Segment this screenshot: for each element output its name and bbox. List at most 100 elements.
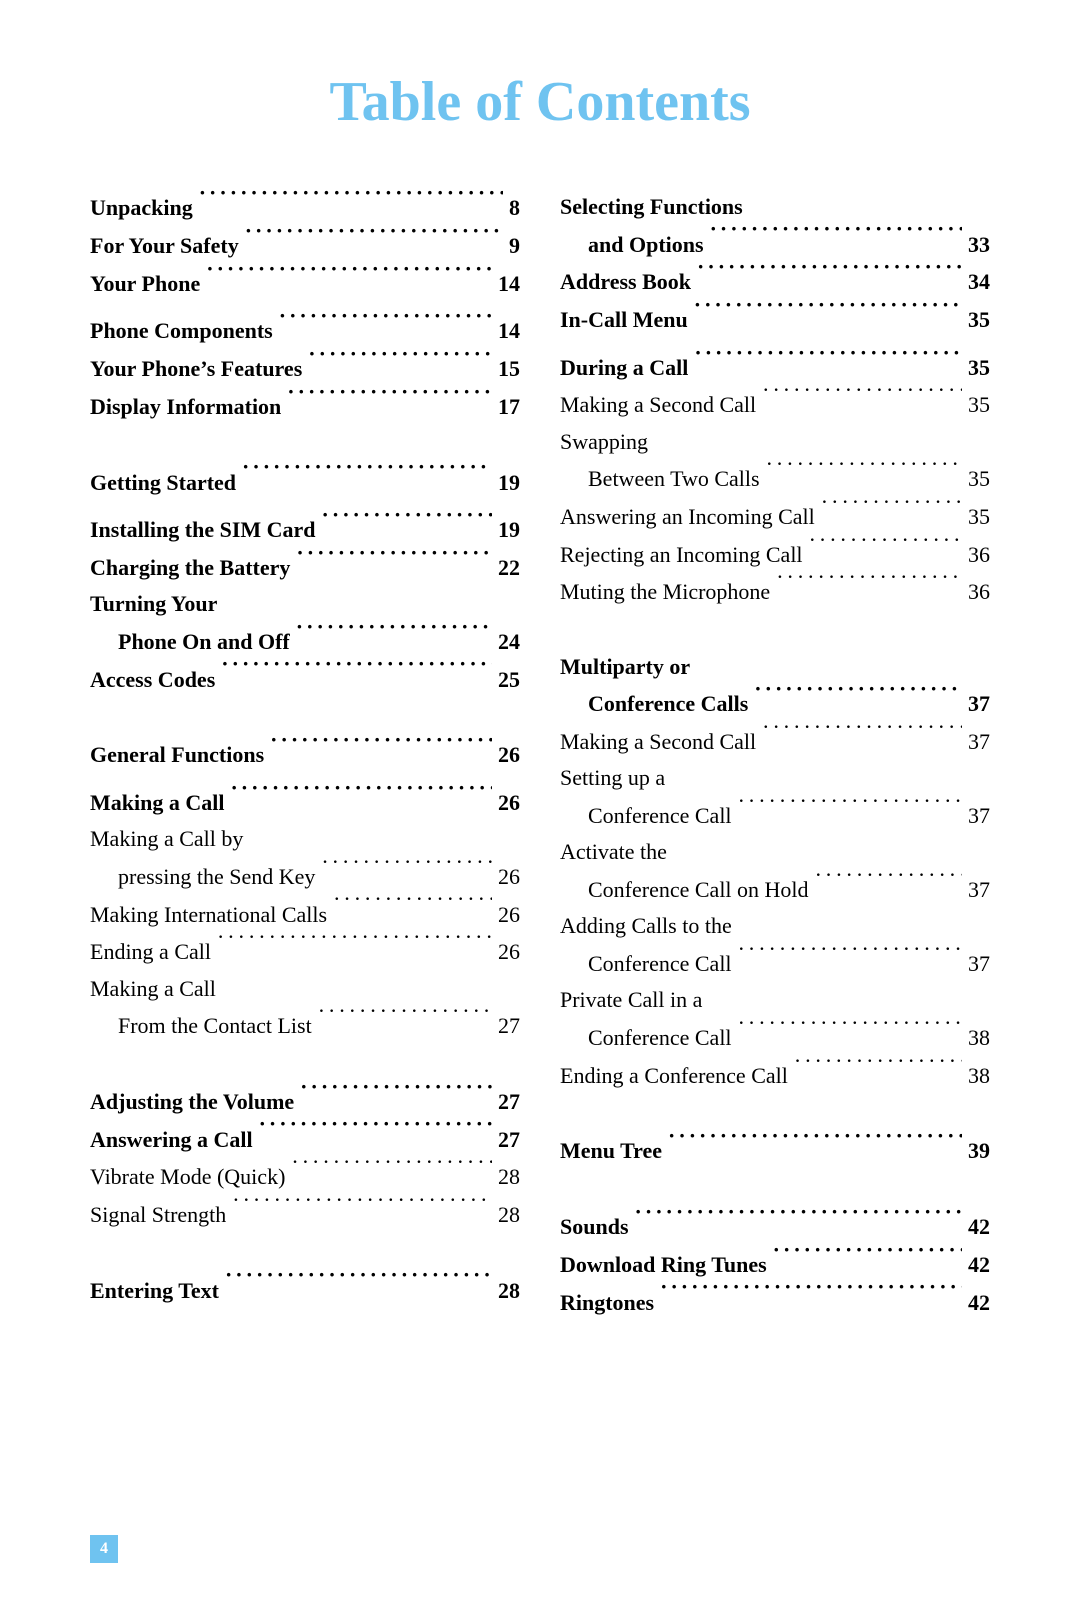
toc-leader: [754, 685, 962, 711]
toc-page: 9: [509, 228, 520, 264]
toc-leader: [245, 227, 503, 253]
toc-label: Setting up a: [560, 765, 665, 790]
toc-leader: [300, 1083, 492, 1109]
toc-entry: Ending a Conference Call38: [560, 1056, 990, 1094]
toc-label: Download Ring Tunes: [560, 1247, 767, 1283]
toc-page: 17: [498, 389, 520, 425]
toc-leader: [230, 784, 492, 810]
toc-page: 26: [498, 737, 520, 773]
toc-page: 37: [968, 686, 990, 722]
toc-leader: [242, 463, 492, 489]
toc-label: In-Call Menu: [560, 302, 688, 338]
toc-page: 35: [968, 499, 990, 535]
toc-page: 33: [968, 227, 990, 263]
toc-page: 39: [968, 1133, 990, 1169]
toc-page: 36: [968, 574, 990, 610]
toc-entry-cont: Selecting Functions: [560, 189, 990, 225]
toc-entry: and Options 33: [560, 225, 990, 263]
toc-leader: [762, 386, 962, 412]
toc-label: Adjusting the Volume: [90, 1084, 294, 1120]
toc-leader: [710, 225, 962, 251]
toc-page: 38: [968, 1020, 990, 1056]
toc-entry: Sounds42: [560, 1208, 990, 1246]
toc-entry: Phone Components14: [90, 312, 520, 350]
toc-leader: [221, 660, 492, 686]
toc-entry: Making a Second Call35: [560, 386, 990, 424]
toc-page: 35: [968, 461, 990, 497]
toc-label: Unpacking: [90, 190, 193, 226]
toc-leader: [694, 301, 962, 327]
toc-page: 35: [968, 302, 990, 338]
toc-leader: [815, 871, 962, 897]
toc-entry-cont: Turning Your: [90, 586, 520, 622]
toc-label: Making a Call: [90, 785, 224, 821]
toc-entry: Installing the SIM Card19: [90, 511, 520, 549]
toc-leader: [270, 736, 492, 762]
toc-page: 26: [498, 859, 520, 895]
toc-page: 27: [498, 1084, 520, 1120]
toc-page: 42: [968, 1247, 990, 1283]
toc-label: Conference Call: [560, 946, 732, 982]
toc-label: and Options: [560, 227, 704, 263]
toc-label: Activate the: [560, 839, 667, 864]
toc-leader: [660, 1283, 962, 1309]
toc-label: Signal Strength: [90, 1197, 226, 1233]
toc-label: Multiparty or: [560, 654, 690, 679]
toc-leader: [287, 387, 492, 413]
toc-page: 14: [498, 266, 520, 302]
toc-leader: [738, 945, 962, 971]
toc-label: Answering an Incoming Call: [560, 499, 815, 535]
toc-label: Making a Call by: [90, 826, 243, 851]
toc-entry: Making International Calls26: [90, 895, 520, 933]
toc-entry-cont: Multiparty or: [560, 649, 990, 685]
toc-leader: [321, 858, 492, 884]
toc-entry: Unpacking8: [90, 189, 520, 227]
toc-leader: [668, 1132, 962, 1158]
toc-leader: [225, 1271, 492, 1297]
toc-entry: Making a Call26: [90, 784, 520, 822]
toc-entry: Adjusting the Volume 27: [90, 1083, 520, 1121]
toc-entry-cont: Setting up a: [560, 760, 990, 796]
toc-label: Adding Calls to the: [560, 913, 732, 938]
toc-entry: Vibrate Mode (Quick)28: [90, 1158, 520, 1196]
toc-page: 35: [968, 387, 990, 423]
toc-label: Ringtones: [560, 1285, 654, 1321]
toc-leader: [232, 1196, 492, 1222]
toc-entry-cont: Swapping: [560, 424, 990, 460]
toc-entry: Conference Call37: [560, 945, 990, 983]
toc-entry: From the Contact List27: [90, 1007, 520, 1045]
toc-leader: [776, 573, 962, 599]
toc-leader: [694, 348, 962, 374]
toc-label: Your Phone: [90, 266, 200, 302]
toc-entry: Answering a Call27: [90, 1120, 520, 1158]
toc-entry: Ringtones42: [560, 1283, 990, 1321]
page-title: Table of Contents: [90, 70, 990, 134]
toc-page: 37: [968, 724, 990, 760]
toc-label: Display Information: [90, 389, 281, 425]
toc-label: Making a Second Call: [560, 724, 756, 760]
toc-label: Selecting Functions: [560, 194, 743, 219]
toc-page: 27: [498, 1008, 520, 1044]
toc-leader: [259, 1120, 492, 1146]
toc-leader: [738, 797, 962, 823]
toc-label: Private Call in a: [560, 987, 702, 1012]
toc-label: Your Phone’s Features: [90, 351, 302, 387]
toc-entry-cont: Making a Call: [90, 971, 520, 1007]
toc-label: Sounds: [560, 1209, 629, 1245]
toc-entry: pressing the Send Key 26: [90, 858, 520, 896]
toc-label: Conference Call: [560, 798, 732, 834]
toc-page: 25: [498, 662, 520, 698]
toc-page: 15: [498, 351, 520, 387]
toc-label: Swapping: [560, 429, 648, 454]
toc-entry: Conference Calls37: [560, 685, 990, 723]
toc-label: Making a Call: [90, 976, 216, 1001]
toc-page: 28: [498, 1273, 520, 1309]
toc-label: Between Two Calls: [560, 461, 760, 497]
toc-entry: Conference Call38: [560, 1019, 990, 1057]
toc-page: 28: [498, 1159, 520, 1195]
page-number-badge: 4: [90, 1535, 118, 1563]
toc-leader: [738, 1019, 962, 1045]
toc-label: pressing the Send Key: [90, 859, 315, 895]
toc-page: 27: [498, 1122, 520, 1158]
toc-leader: [291, 1158, 492, 1184]
